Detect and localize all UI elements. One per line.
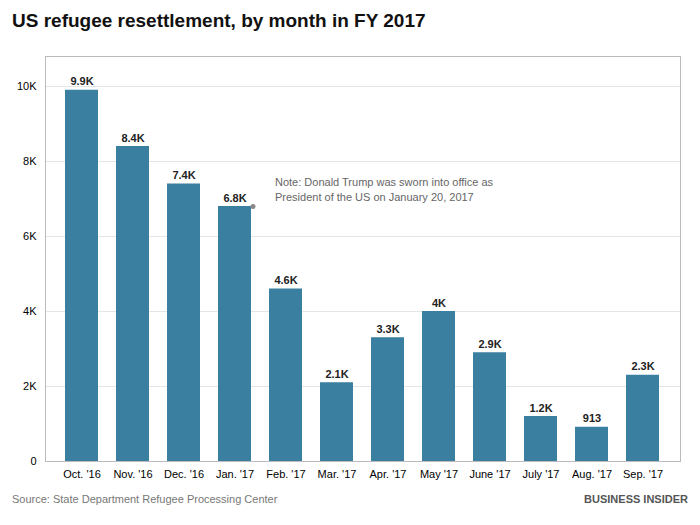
- svg-text:2.1K: 2.1K: [325, 368, 348, 380]
- svg-text:2.9K: 2.9K: [478, 338, 501, 350]
- svg-text:6.8K: 6.8K: [223, 192, 246, 204]
- svg-text:Jan. '17: Jan. '17: [216, 468, 254, 480]
- svg-text:3.3K: 3.3K: [376, 323, 399, 335]
- svg-text:9.9K: 9.9K: [70, 75, 93, 87]
- html-text:US refugee resettlement, by mo: US refugee resettlement, by month in FY …: [12, 10, 426, 31]
- svg-text:7.4K: 7.4K: [172, 169, 195, 181]
- svg-text:Sep. '17: Sep. '17: [623, 468, 663, 480]
- html-text:BUSINESS INSIDER: BUSINESS INSIDER: [584, 493, 688, 505]
- svg-text:Note: Donald Trump was sworn i: Note: Donald Trump was sworn into office…: [275, 176, 494, 202]
- svg-text:Nov. '16: Nov. '16: [113, 468, 152, 480]
- svg-text:July '17: July '17: [523, 468, 560, 480]
- svg-text:2K: 2K: [23, 380, 37, 392]
- svg-text:Oct. '16: Oct. '16: [63, 468, 101, 480]
- svg-text:4K: 4K: [432, 297, 446, 309]
- svg-text:Mar. '17: Mar. '17: [318, 468, 357, 480]
- svg-text:Apr. '17: Apr. '17: [370, 468, 407, 480]
- svg-text:Dec. '16: Dec. '16: [164, 468, 204, 480]
- svg-text:June '17: June '17: [469, 468, 510, 480]
- svg-text:8.4K: 8.4K: [121, 132, 144, 144]
- svg-text:4K: 4K: [23, 305, 37, 317]
- svg-text:913: 913: [583, 412, 601, 424]
- svg-text:1.2K: 1.2K: [529, 402, 552, 414]
- svg-text:10K: 10K: [17, 80, 37, 92]
- svg-text:May '17: May '17: [420, 468, 458, 480]
- html-text:Source: State Department Refug: Source: State Department Refugee Process…: [12, 493, 278, 505]
- svg-text:2.3K: 2.3K: [631, 360, 654, 372]
- svg-text:0: 0: [30, 455, 36, 467]
- svg-text:Feb. '17: Feb. '17: [266, 468, 305, 480]
- svg-text:6K: 6K: [23, 230, 37, 242]
- svg-text:Aug. '17: Aug. '17: [572, 468, 612, 480]
- svg-text:8K: 8K: [23, 155, 37, 167]
- svg-text:4.6K: 4.6K: [274, 274, 297, 286]
